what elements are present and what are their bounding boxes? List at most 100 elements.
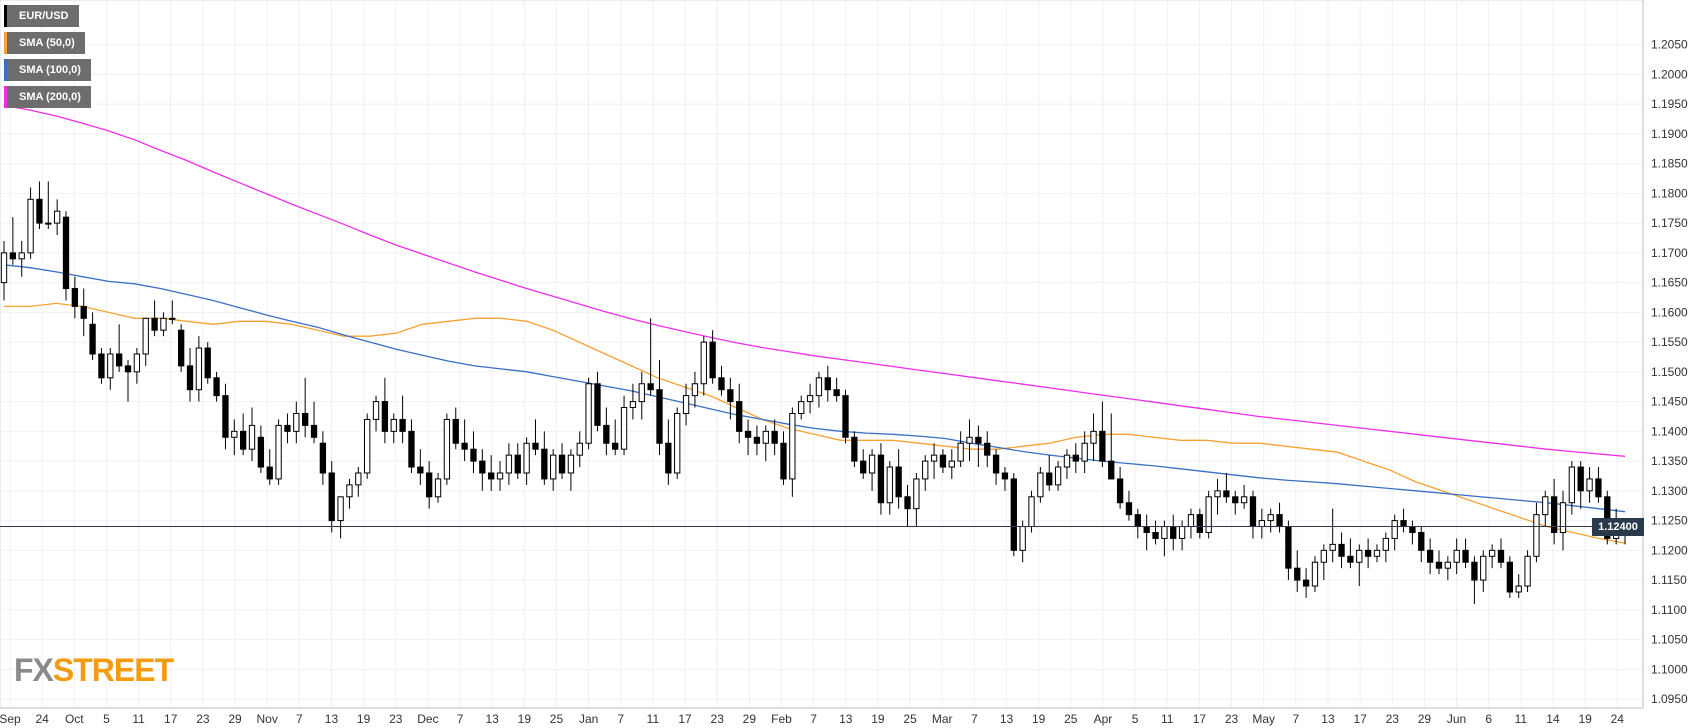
candle-up bbox=[364, 418, 371, 474]
y-tick-label: 1.2000 bbox=[1651, 67, 1688, 81]
x-tick-label: 19 bbox=[1578, 712, 1592, 726]
x-tick-label: Jan bbox=[579, 712, 598, 726]
legend-sma50-label: SMA (50,0) bbox=[19, 37, 75, 49]
y-tick-label: 1.1650 bbox=[1651, 276, 1688, 290]
y-tick-label: 1.1550 bbox=[1651, 335, 1688, 349]
x-tick-label: 17 bbox=[1353, 712, 1367, 726]
candle-up bbox=[789, 412, 796, 480]
legend-eurusd[interactable]: EUR/USD bbox=[4, 5, 79, 27]
candle-up bbox=[567, 454, 575, 474]
x-tick-label: 24 bbox=[35, 712, 49, 726]
x-tick-label: 25 bbox=[550, 712, 564, 726]
candle-down bbox=[718, 377, 725, 391]
candle-down bbox=[115, 353, 123, 367]
x-tick-label: May bbox=[1252, 712, 1275, 726]
candle-up bbox=[1205, 496, 1212, 533]
candle-up bbox=[1240, 496, 1248, 504]
grid bbox=[0, 0, 1643, 708]
candle-up bbox=[762, 430, 769, 444]
candle-up bbox=[45, 222, 52, 225]
candle-down bbox=[1462, 549, 1469, 563]
x-tick-label: 7 bbox=[971, 712, 978, 726]
legend-sma50[interactable]: SMA (50,0) bbox=[4, 32, 85, 54]
candle-up bbox=[231, 430, 238, 438]
x-tick-label: Dec bbox=[417, 712, 438, 726]
candle-up bbox=[390, 418, 397, 432]
x-tick-label: Feb bbox=[771, 712, 792, 726]
candle-up bbox=[868, 454, 876, 474]
candle-down bbox=[904, 496, 911, 510]
candle-down bbox=[1134, 514, 1141, 528]
candle-down bbox=[727, 389, 734, 403]
candle-up bbox=[1019, 526, 1026, 551]
candle-down bbox=[665, 442, 672, 474]
candle-up bbox=[27, 198, 34, 254]
candle-down bbox=[1471, 561, 1478, 581]
candle-down bbox=[408, 430, 415, 468]
candle-up bbox=[1559, 502, 1567, 533]
candle-down bbox=[877, 454, 885, 504]
sma-line-500 bbox=[4, 302, 1626, 544]
candle-up bbox=[1311, 561, 1319, 587]
candle-down bbox=[647, 383, 654, 391]
candle-down bbox=[1302, 579, 1310, 587]
candle-down bbox=[1072, 454, 1079, 462]
x-tick-label: 29 bbox=[1418, 712, 1432, 726]
candle-down bbox=[284, 424, 291, 432]
x-tick-label: 24 bbox=[1611, 712, 1625, 726]
candle-down bbox=[452, 418, 459, 444]
candle-up bbox=[966, 436, 973, 444]
candle-down bbox=[1276, 514, 1283, 528]
x-tick-label: 19 bbox=[518, 712, 532, 726]
x-tick-label: 29 bbox=[228, 712, 242, 726]
candle-up bbox=[674, 412, 681, 474]
legend-sma200[interactable]: SMA (200,0) bbox=[4, 86, 91, 108]
sma-lines bbox=[3, 104, 1626, 544]
legend-eurusd-label: EUR/USD bbox=[19, 10, 69, 22]
legend-sma100-label: SMA (100,0) bbox=[19, 64, 81, 76]
candle-up bbox=[355, 472, 362, 486]
candle-down bbox=[1577, 466, 1584, 492]
x-tick-label: 23 bbox=[711, 712, 725, 726]
x-tick-label: 19 bbox=[357, 712, 371, 726]
candle-up bbox=[922, 460, 929, 480]
x-tick-label: 13 bbox=[839, 712, 853, 726]
candle-down bbox=[222, 395, 229, 438]
y-tick-label: 1.1450 bbox=[1651, 395, 1688, 409]
x-tick-label: Apr bbox=[1094, 712, 1113, 726]
y-tick-label: 1.2050 bbox=[1651, 38, 1688, 52]
candle-down bbox=[1364, 549, 1372, 557]
candle-down bbox=[744, 430, 752, 438]
candle-up bbox=[1081, 442, 1088, 462]
x-tick-label: 11 bbox=[132, 712, 145, 726]
candle-down bbox=[417, 466, 424, 474]
x-tick-label: Mar bbox=[932, 712, 953, 726]
candle-down bbox=[461, 442, 468, 450]
y-tick-label: 1.1850 bbox=[1651, 157, 1688, 171]
y-tick-label: 1.1500 bbox=[1651, 365, 1688, 379]
candle-down bbox=[1099, 430, 1106, 462]
candle-up bbox=[496, 472, 504, 480]
logo-street: STREET bbox=[52, 652, 174, 688]
y-tick-label: 1.0950 bbox=[1651, 692, 1688, 706]
sma-line-1000 bbox=[3, 264, 1626, 513]
candle-down bbox=[984, 442, 991, 456]
candle-down bbox=[89, 323, 96, 355]
candle-down bbox=[1108, 460, 1115, 480]
legend-sma200-label: SMA (200,0) bbox=[19, 91, 81, 103]
candle-up bbox=[523, 442, 530, 474]
candle-up bbox=[1382, 537, 1389, 551]
candle-down bbox=[1294, 567, 1301, 581]
x-tick-label: Jun bbox=[1447, 712, 1466, 726]
x-tick-label: Nov bbox=[256, 712, 277, 726]
x-tick-label: 7 bbox=[457, 712, 464, 726]
candle-up bbox=[948, 460, 955, 468]
y-tick-label: 1.1250 bbox=[1651, 514, 1688, 528]
candle-down bbox=[319, 442, 327, 474]
candle-up bbox=[1586, 478, 1593, 492]
y-tick-label: 1.1150 bbox=[1651, 573, 1687, 587]
y-axis-labels: 1.2050 1.2000 1.1950 1.1900 1.1850 1.1800 1.17… bbox=[1651, 38, 1688, 706]
legend-sma100[interactable]: SMA (100,0) bbox=[4, 59, 91, 81]
candle-up bbox=[1178, 526, 1186, 539]
